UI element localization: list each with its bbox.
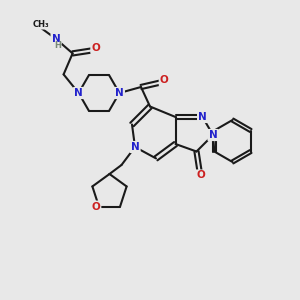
Text: N: N bbox=[74, 88, 83, 98]
Text: O: O bbox=[92, 202, 100, 212]
Text: N: N bbox=[52, 34, 61, 44]
Text: N: N bbox=[115, 88, 124, 98]
Text: N: N bbox=[115, 88, 124, 98]
Text: CH₃: CH₃ bbox=[32, 20, 49, 29]
Text: H: H bbox=[54, 41, 61, 50]
Text: O: O bbox=[196, 170, 206, 181]
Text: N: N bbox=[198, 112, 207, 122]
Text: O: O bbox=[91, 43, 100, 53]
Text: O: O bbox=[160, 75, 169, 85]
Text: N: N bbox=[52, 34, 61, 44]
Text: N: N bbox=[198, 112, 207, 122]
Text: N: N bbox=[130, 142, 140, 152]
Text: N: N bbox=[74, 88, 83, 98]
Text: N: N bbox=[208, 130, 217, 140]
Text: N: N bbox=[208, 130, 217, 140]
Text: N: N bbox=[130, 142, 140, 152]
